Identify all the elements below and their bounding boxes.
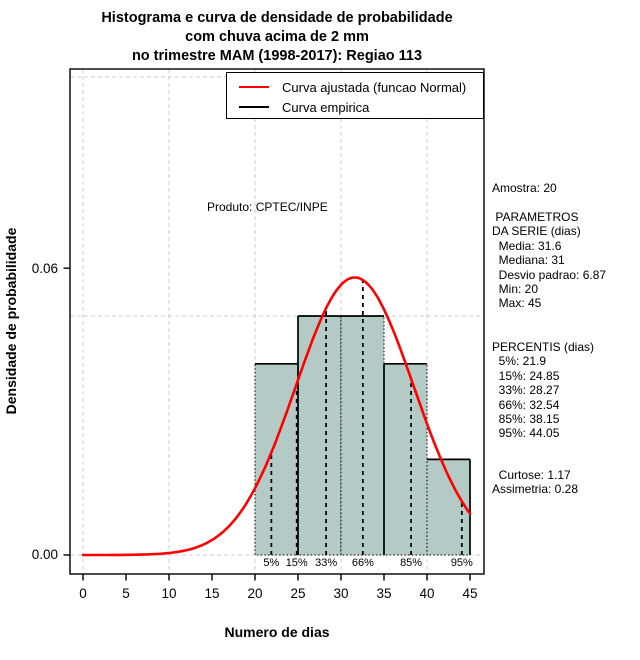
- chart-title-line-3: no trimestre MAM (1998-2017): Regiao 113: [131, 48, 423, 64]
- normal-curve: [81, 276, 472, 557]
- pct-33: 33%: 28.27: [492, 383, 560, 398]
- parameters-header: PARAMETROS: [492, 210, 579, 224]
- side-panel-moments: Curtose: 1.17 Assimetria: 0.28: [492, 468, 578, 497]
- legend-item-empirical-curve: Curva empirica: [227, 97, 483, 117]
- percentiles-header: PERCENTIS (dias): [492, 340, 595, 354]
- product-annotation: Produto: CPTEC/INPE: [207, 200, 328, 214]
- x-tick-label: 15: [204, 586, 220, 601]
- pct-85: 85%: 38.15: [492, 411, 560, 426]
- y-tick-label: 0.00: [31, 547, 58, 562]
- legend-item-fitted-curve: Curva ajustada (funcao Normal): [227, 77, 483, 97]
- stat-max: Max: 45: [492, 296, 542, 311]
- pct-15: 15%: 24.85: [492, 368, 560, 383]
- stat-curtose: Curtose: 1.17: [492, 468, 571, 482]
- chart-title: Histograma e curva de densidade de proba…: [0, 9, 554, 66]
- empirical-curve-line-icon: [239, 105, 269, 109]
- x-tick-label: 45: [462, 586, 478, 601]
- sample-size-text: Amostra: 20: [492, 181, 557, 195]
- stat-media: Media: 31.6: [492, 238, 562, 253]
- percentile-label: 5%: [263, 557, 280, 569]
- percentile-label: 33%: [315, 557, 338, 569]
- histogram-bar: [297, 315, 342, 556]
- y-axis-title: Densidade de probabilidade: [3, 227, 19, 415]
- x-tick-label: 20: [247, 586, 263, 601]
- percentile-label: 15%: [285, 557, 308, 569]
- y-tick-label: 0.06: [31, 261, 58, 276]
- stat-desvio: Desvio padrao: 6.87: [492, 267, 607, 282]
- x-tick-label: 40: [419, 586, 435, 601]
- x-tick-label: 10: [161, 586, 177, 601]
- legend-label-empirical: Curva empirica: [282, 99, 370, 115]
- stat-mediana: Mediana: 31: [492, 253, 565, 268]
- pct-66: 66%: 32.54: [492, 397, 560, 412]
- fitted-curve-line-icon: [239, 85, 269, 89]
- x-tick-label: 0: [79, 586, 87, 601]
- x-tick-label: 25: [290, 586, 306, 601]
- x-tick-label: 35: [376, 586, 392, 601]
- pct-95: 95%: 44.05: [492, 426, 560, 441]
- chart-title-line-1: Histograma e curva de densidade de proba…: [101, 10, 453, 26]
- histogram-bar: [426, 458, 471, 556]
- histogram-bar: [383, 363, 428, 556]
- legend: Curva ajustada (funcao Normal) Curva emp…: [226, 72, 484, 119]
- legend-label-fitted: Curva ajustada (funcao Normal): [282, 79, 467, 95]
- stat-assimetria: Assimetria: 0.28: [492, 482, 579, 497]
- percentile-label: 95%: [450, 557, 473, 569]
- chart-title-line-2: com chuva acima de 2 mm: [185, 29, 369, 45]
- histogram-bar: [254, 363, 299, 556]
- x-tick-label: 30: [333, 586, 349, 601]
- side-panel-parameters: PARAMETROS DA SERIE (dias) Media: 31.6 M…: [492, 210, 606, 311]
- side-panel-sample: Amostra: 20: [492, 181, 557, 195]
- plot-frame: [69, 68, 485, 575]
- side-panel-percentiles: PERCENTIS (dias) 5%: 21.9 15%: 24.85 33%…: [492, 340, 594, 441]
- stat-min: Min: 20: [492, 281, 539, 296]
- percentile-label: 85%: [400, 557, 423, 569]
- parameters-header2: DA SERIE (dias): [492, 224, 581, 239]
- percentile-label: 66%: [351, 557, 374, 569]
- x-axis-title: Numero de dias: [224, 624, 330, 640]
- pct-5: 5%: 21.9: [492, 354, 547, 369]
- x-tick-label: 5: [122, 586, 130, 601]
